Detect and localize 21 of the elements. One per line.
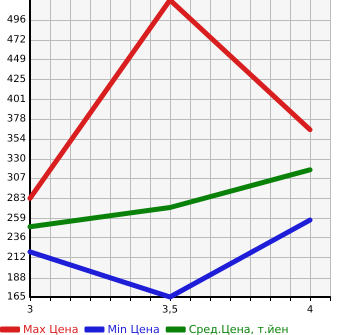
legend-label: Min Цена [107,323,160,335]
y-tick-label: 212 [6,252,26,264]
y-tick-label: 283 [6,192,26,204]
x-tick-label: 4 [306,304,314,316]
y-tick-label: 449 [6,54,26,65]
y-tick-label: 354 [6,133,26,144]
legend-label: Сред.Цена, т.йен [188,323,289,335]
y-tick-label: 188 [6,272,26,284]
x-tick-label: 3,5 [162,304,178,316]
y-tick-label: 307 [6,172,26,184]
y-tick-label: 378 [6,113,26,124]
y-tick-label: 496 [6,14,26,26]
y-tick-label: 425 [6,74,26,85]
y-tick-label: 236 [6,232,26,244]
legend-label: Max Цена [23,323,78,335]
y-tick-label: 330 [6,153,26,164]
x-tick-label: 3 [26,304,34,316]
y-tick-label: 401 [6,94,26,106]
y-tick-label: 165 [6,292,26,302]
y-tick-label: 259 [6,212,26,224]
y-tick-label: 472 [6,34,26,46]
